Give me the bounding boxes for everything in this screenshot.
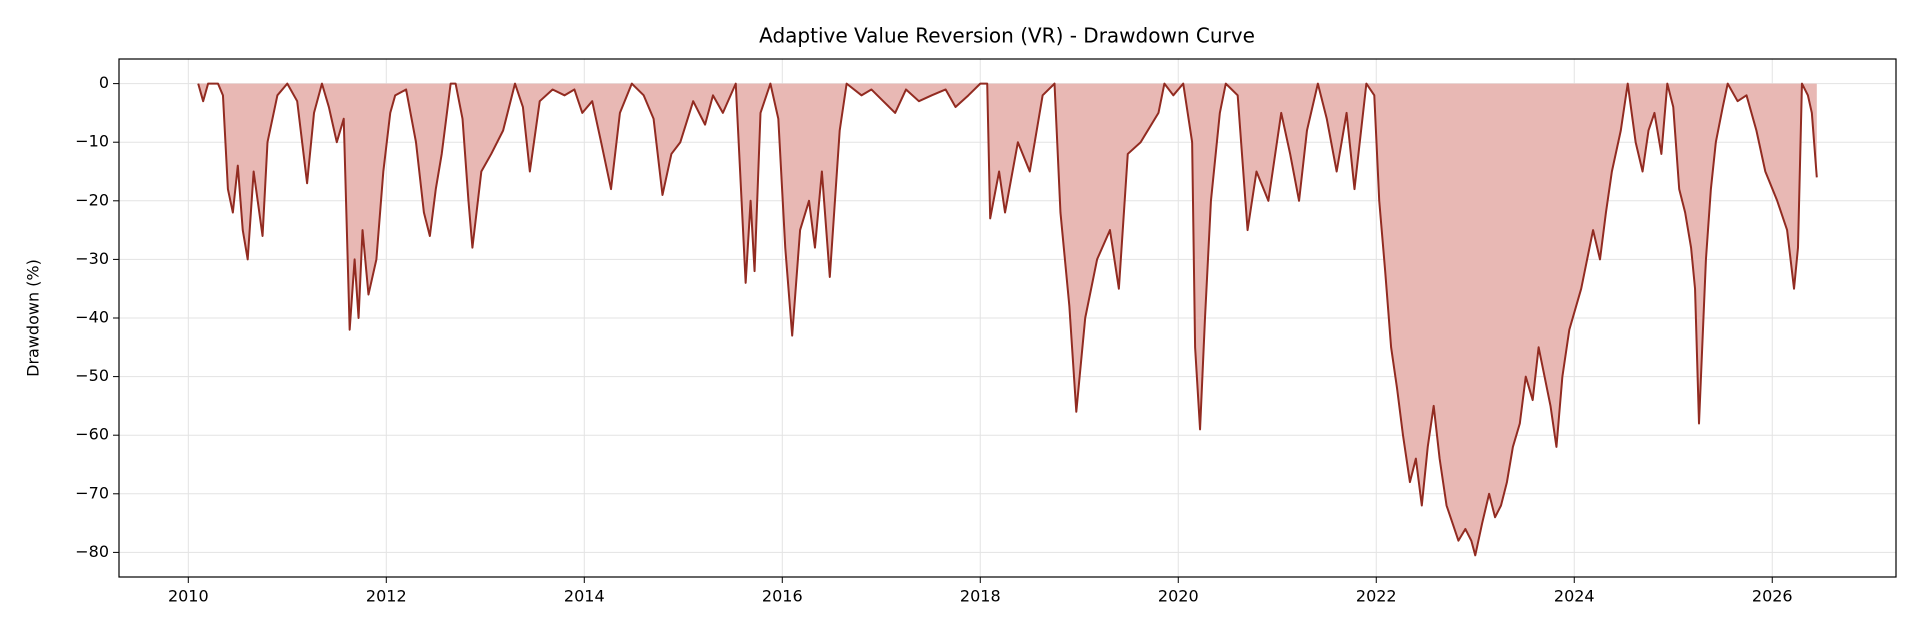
y-tick-label: 0 bbox=[99, 73, 109, 92]
x-tick-label: 2018 bbox=[960, 587, 1001, 606]
y-axis-label: Drawdown (%) bbox=[24, 259, 43, 377]
x-tick-label: 2012 bbox=[366, 587, 407, 606]
x-tick-label: 2026 bbox=[1752, 587, 1793, 606]
y-tick-label: −40 bbox=[75, 308, 109, 327]
y-tick-label: −70 bbox=[75, 483, 109, 502]
y-tick-label: −80 bbox=[75, 542, 109, 561]
y-tick-label: −50 bbox=[75, 366, 109, 385]
y-tick-label: −30 bbox=[75, 249, 109, 268]
plot-frame bbox=[118, 58, 1897, 578]
x-tick-label: 2022 bbox=[1356, 587, 1397, 606]
drawdown-line bbox=[197, 82, 1818, 557]
x-tick-label: 2014 bbox=[564, 587, 605, 606]
chart-title: Adaptive Value Reversion (VR) - Drawdown… bbox=[759, 24, 1255, 48]
drawdown-area bbox=[198, 83, 1817, 556]
y-tick-label: −10 bbox=[75, 132, 109, 151]
x-tick-label: 2016 bbox=[762, 587, 803, 606]
x-tick-label: 2020 bbox=[1158, 587, 1199, 606]
x-tick-label: 2010 bbox=[168, 587, 209, 606]
y-tick-label: −60 bbox=[75, 425, 109, 444]
x-tick-label: 2024 bbox=[1554, 587, 1595, 606]
y-tick-label: −20 bbox=[75, 190, 109, 209]
